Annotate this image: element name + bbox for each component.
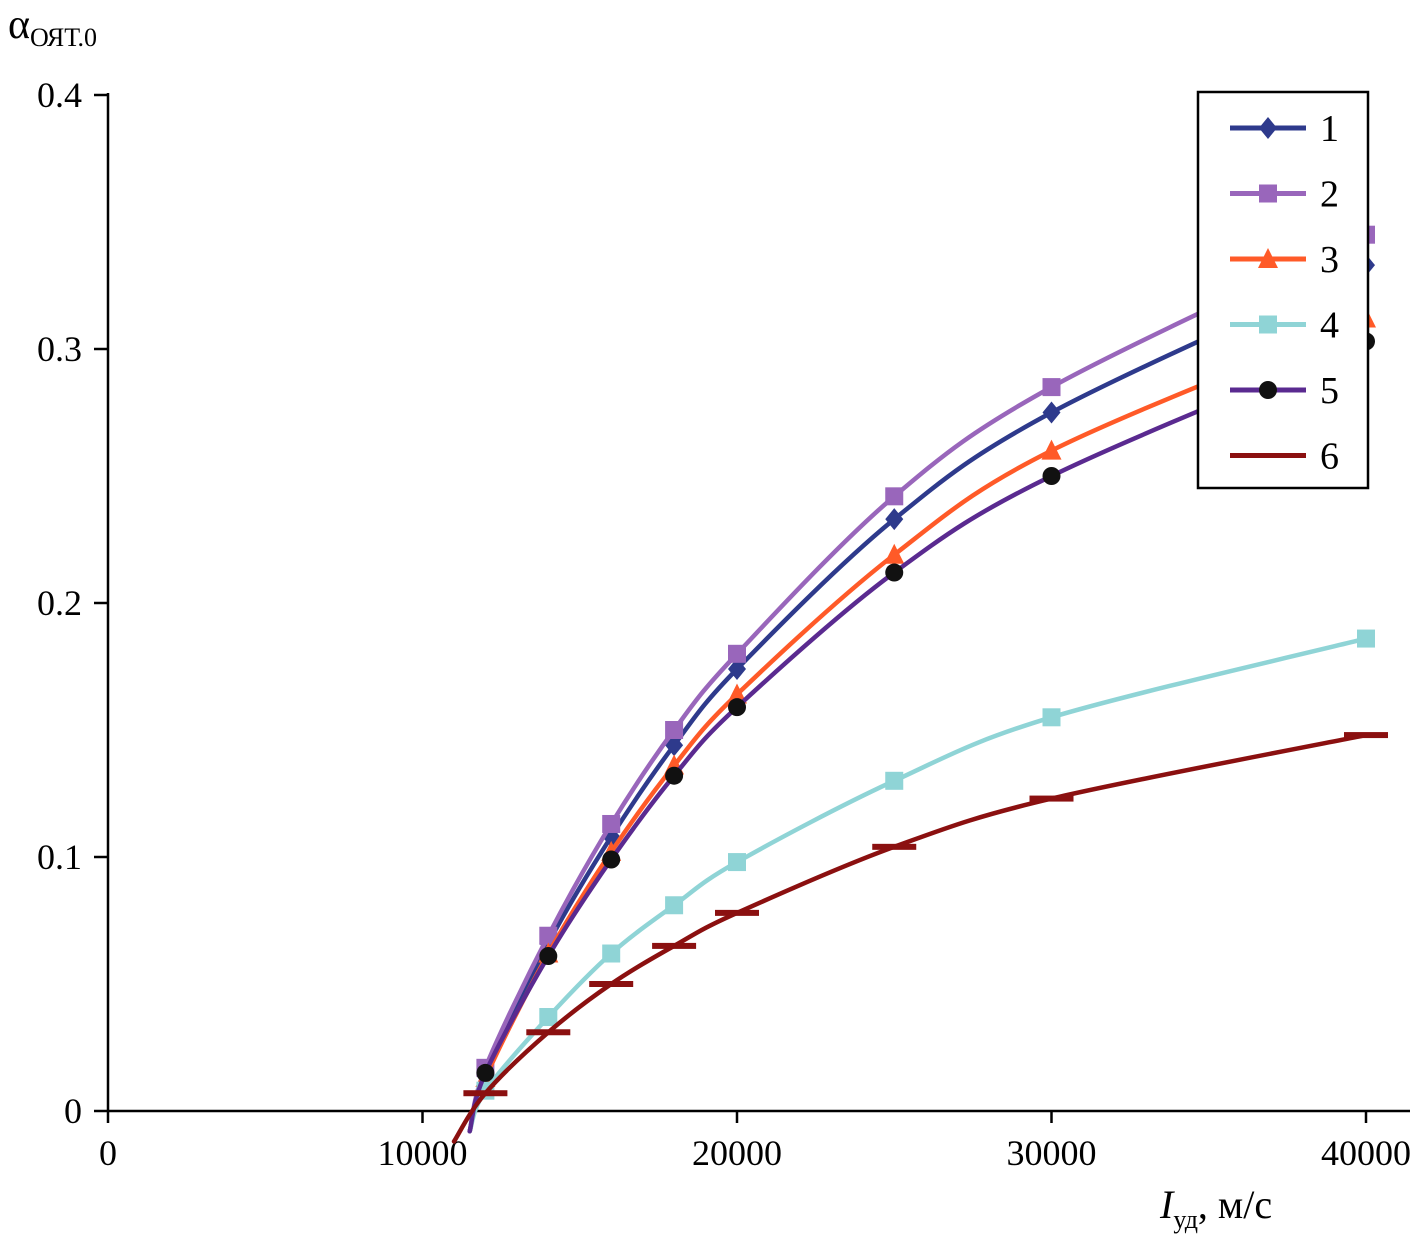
legend-label: 1: [1320, 108, 1339, 150]
legend-swatch-marker: [1259, 315, 1277, 334]
series-6-point: [872, 843, 917, 850]
legend-swatch-marker: [1258, 248, 1278, 268]
y-axis-symbol: α: [8, 2, 30, 48]
legend-box: [1196, 90, 1370, 490]
series-4-point: [602, 944, 621, 963]
legend-label: 2: [1320, 174, 1339, 216]
series-2-point: [885, 487, 904, 506]
series-6-point: [589, 981, 634, 987]
legend: 1 2 3 4 5 6: [1196, 90, 1370, 490]
series-4-point: [728, 853, 746, 872]
legend-swatch-marker: [1259, 381, 1277, 399]
legend-item-4: 4: [1230, 305, 1339, 347]
series-line-6: [451, 732, 1369, 1144]
series-6-point: [715, 909, 759, 916]
y-tick-label: 0.4: [37, 75, 82, 115]
series-5-point: [602, 850, 621, 869]
legend-item-5: 5: [1230, 370, 1339, 412]
series-5-point: [476, 1063, 495, 1082]
series-5-point: [665, 766, 684, 785]
series-3-point: [727, 683, 747, 704]
series-6: [451, 732, 1388, 1144]
series-line-5: [467, 339, 1369, 1134]
series-6-point: [1344, 732, 1388, 739]
legend-label: 4: [1320, 305, 1339, 347]
y-axis-subscript: ОЯТ.0: [30, 23, 97, 52]
series-5-point: [539, 947, 558, 966]
series-line-4: [467, 636, 1369, 1134]
series-6-point: [463, 1090, 508, 1097]
legend-label: 5: [1320, 370, 1339, 412]
series-2-point: [1042, 378, 1061, 397]
x-tick-label: 20000: [692, 1133, 782, 1173]
series-6-point: [526, 1029, 571, 1036]
legend-swatch-marker: [1259, 117, 1277, 139]
legend-item-6: 6: [1230, 436, 1339, 478]
y-tick-label: 0.1: [37, 837, 82, 877]
y-tick-label: 0.2: [37, 583, 82, 623]
y-axis-title: αОЯТ.0: [8, 2, 97, 52]
series-6-point: [1029, 795, 1074, 802]
legend-item-3: 3: [1230, 239, 1339, 281]
series-3-point: [1041, 439, 1062, 460]
axes: 00.10.20.30.40 10000 20000 30000 40000: [37, 75, 1411, 1173]
series-2-point: [728, 644, 746, 663]
series-2-point: [602, 814, 621, 833]
x-tick-label: 40000: [1321, 1133, 1411, 1173]
series-4-point: [885, 771, 904, 790]
y-tick-label: 0.3: [37, 329, 82, 369]
series-4-point: [1042, 708, 1061, 727]
series-3-point: [884, 543, 905, 564]
series-5-point: [1042, 467, 1061, 485]
series-layer: [451, 225, 1388, 1144]
series-4-point: [1357, 629, 1375, 648]
series-1-point: [1042, 401, 1061, 424]
series-5-point: [885, 563, 904, 582]
legend-label: 6: [1320, 436, 1339, 478]
x-axis-symbol: I: [1159, 1182, 1175, 1227]
series-2-point: [539, 926, 558, 945]
x-axis-title: Iуд, м/с: [1159, 1182, 1272, 1234]
series-4: [467, 629, 1375, 1134]
x-axis-subscript: уд: [1173, 1205, 1198, 1234]
series-5-point: [728, 698, 746, 717]
x-tick-label: 0: [99, 1133, 117, 1173]
legend-swatch-marker: [1259, 184, 1277, 203]
series-4-point: [539, 1008, 558, 1027]
series-1-point: [728, 658, 746, 681]
series-6-point: [652, 942, 697, 949]
legend-label: 3: [1320, 239, 1339, 281]
x-tick-label: 30000: [1007, 1133, 1097, 1173]
legend-item-2: 2: [1230, 174, 1339, 216]
legend-item-1: 1: [1230, 108, 1339, 150]
series-4-point: [665, 896, 684, 915]
series-2-point: [665, 721, 684, 739]
y-tick-label: 0: [64, 1091, 82, 1131]
series-5: [467, 332, 1375, 1134]
series-1-point: [885, 508, 904, 531]
x-axis-unit: , м/с: [1198, 1182, 1272, 1227]
